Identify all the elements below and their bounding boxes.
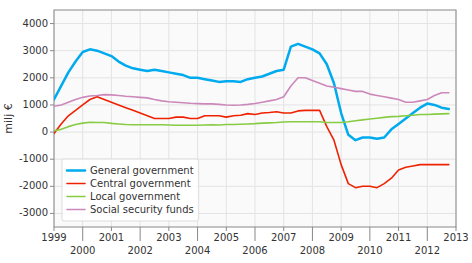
tick-x [111, 227, 112, 231]
tick-y [50, 23, 54, 24]
legend-swatch [67, 209, 85, 211]
series-line [54, 44, 449, 140]
tick-x [140, 227, 141, 241]
tick-y [50, 213, 54, 214]
axis-label-y: milj € [2, 103, 15, 133]
grid-line-x [398, 10, 399, 227]
tick-y [50, 159, 54, 160]
tick-x [168, 227, 169, 231]
tick-x [54, 227, 55, 231]
tick-x [312, 227, 313, 241]
legend-swatch [67, 169, 85, 172]
legend-swatch [67, 196, 85, 198]
tick-x [197, 227, 198, 241]
tick-x [82, 227, 83, 241]
legend-label: Central government [90, 178, 191, 189]
tick-label-x: 2003 [156, 232, 181, 243]
tick-x [255, 227, 256, 241]
tick-label-x: 2013 [443, 232, 468, 243]
tick-y [50, 132, 54, 133]
plot-area [54, 10, 456, 227]
tick-label-x: 2000 [70, 245, 95, 256]
grid-line-x [283, 10, 284, 227]
legend: General government Central government Loca… [62, 159, 199, 221]
tick-x [369, 227, 370, 241]
tick-label-y: 0 [42, 126, 48, 137]
series-line [54, 114, 449, 131]
tick-label-x: 2008 [300, 245, 325, 256]
tick-x [341, 227, 342, 231]
grid-line-x [226, 10, 227, 227]
grid-line-x [312, 10, 313, 227]
tick-label-y: 4000 [23, 18, 48, 29]
tick-label-x: 2012 [415, 245, 440, 256]
tick-label-x: 2009 [328, 232, 353, 243]
legend-label: General government [90, 165, 194, 176]
tick-label-x: 1999 [41, 232, 66, 243]
tick-x [456, 227, 457, 231]
tick-y [50, 50, 54, 51]
grid [54, 10, 456, 227]
tick-label-x: 2007 [271, 232, 296, 243]
tick-y [50, 77, 54, 78]
tick-label-y: -3000 [19, 207, 48, 218]
legend-label: Social security funds [90, 204, 194, 215]
tick-label-x: 2001 [99, 232, 124, 243]
tick-y [50, 186, 54, 187]
tick-x [427, 227, 428, 241]
tick-label-y: 3000 [23, 45, 48, 56]
tick-label-y: 2000 [23, 72, 48, 83]
legend-box [62, 159, 199, 221]
tick-label-x: 2004 [185, 245, 210, 256]
tick-label-x: 2005 [214, 232, 239, 243]
series-lines [54, 44, 449, 188]
plot-frame [54, 10, 456, 227]
tick-label-x: 2011 [386, 232, 411, 243]
tick-label-y: -1000 [19, 153, 48, 164]
tick-label-y: 1000 [23, 99, 48, 110]
grid-line-x [255, 10, 256, 227]
chart: -3000 -2000 -1000 0 1000 2000 3000 4000 1999 2000… [0, 0, 472, 263]
series-line [54, 97, 449, 188]
grid-line-x [427, 10, 428, 227]
series-line [54, 78, 449, 106]
tick-x [226, 227, 227, 231]
tick-x [398, 227, 399, 231]
legend-label: Local government [90, 191, 180, 202]
tick-label-x: 2010 [357, 245, 382, 256]
grid-line-x [341, 10, 342, 227]
tick-label-x: 2002 [127, 245, 152, 256]
tick-label-y: -2000 [19, 180, 48, 191]
legend-swatch [67, 183, 85, 185]
tick-x [283, 227, 284, 231]
tick-y [50, 104, 54, 105]
tick-label-x: 2006 [242, 245, 267, 256]
